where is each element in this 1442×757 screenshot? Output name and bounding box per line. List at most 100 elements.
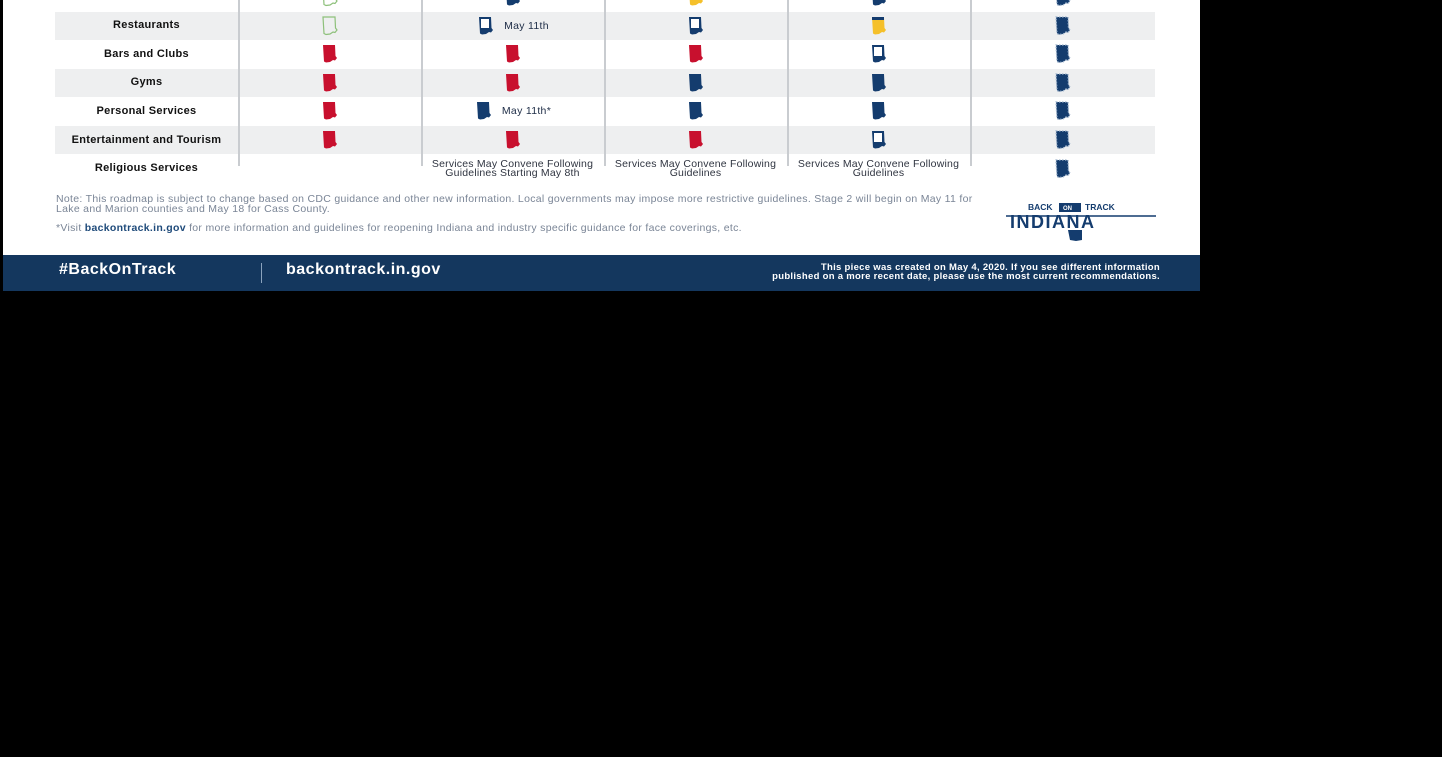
status-cell: [787, 97, 970, 125]
status-cell: [970, 126, 1155, 154]
date-note: May 11th*: [501, 105, 552, 118]
status-cell: Services May Convene Following Guideline…: [787, 155, 970, 183]
column-divider: [604, 0, 606, 166]
indiana-state-icon: [479, 16, 494, 35]
table-row: Religious Services Services May Convene F…: [55, 155, 1155, 183]
indiana-state-icon: [321, 15, 338, 35]
status-cell: [787, 12, 970, 40]
row-label: Personal Services: [96, 104, 197, 117]
indiana-state-icon: [505, 45, 520, 63]
visit-link[interactable]: backontrack.in.gov: [84, 222, 186, 234]
table-row: Personal Services May 11th*: [55, 97, 1155, 125]
footer-bar: #BackOnTrack backontrack.in.gov This pie…: [3, 255, 1200, 291]
status-cell: [970, 0, 1155, 11]
status-cell: [970, 155, 1155, 183]
status-cell: [787, 40, 970, 68]
column-divider: [970, 0, 972, 166]
status-cell: May 11th: [421, 12, 604, 40]
status-cell: [238, 155, 421, 183]
visit-note: *Visit backontrack.in.gov for more infor…: [56, 222, 976, 234]
indiana-state-icon: [1054, 73, 1071, 92]
status-cell: [604, 40, 787, 68]
indiana-state-icon: [688, 73, 703, 92]
indiana-state-icon: [1054, 101, 1071, 121]
footer-hashtag: #BackOnTrack: [59, 261, 177, 278]
logo-track: TRACK: [1085, 202, 1116, 212]
status-cell: [604, 69, 787, 97]
status-cell: [238, 97, 421, 125]
column-divider: [421, 0, 423, 166]
row-label-cell: Restaurants: [55, 12, 238, 40]
footer-site-link[interactable]: backontrack.in.gov: [286, 261, 441, 278]
roadmap-note: Note: This roadmap is subject to change …: [56, 193, 973, 215]
notes-section: Note: This roadmap is subject to change …: [56, 194, 976, 242]
indiana-state-icon: [1054, 15, 1071, 35]
status-cell: Services May Convene Following Guideline…: [421, 155, 604, 183]
status-cell: [604, 0, 787, 11]
row-label: Restaurants: [113, 19, 180, 32]
logo-on: ON: [1063, 206, 1072, 212]
status-cell: [604, 126, 787, 154]
status-cell: [970, 12, 1155, 40]
status-cell: [787, 69, 970, 97]
indiana-state-icon: [505, 131, 520, 149]
status-cell: [238, 40, 421, 68]
indiana-state-icon: [688, 102, 703, 120]
logo-back: BACK: [1028, 202, 1053, 212]
indiana-state-icon: [322, 0, 338, 7]
indiana-state-icon: [688, 16, 703, 35]
visit-suffix: for more information and guidelines for …: [185, 222, 742, 234]
indiana-state-icon: [506, 0, 520, 6]
status-cell: [421, 126, 604, 154]
visit-prefix: *Visit: [56, 222, 85, 234]
row-label: Retail: [131, 0, 163, 2]
indiana-state-icon: [322, 102, 337, 120]
roadmap-graphic: Retail Restaurants May 11th Bars and Clubs G…: [3, 0, 1200, 291]
indiana-state-icon: [476, 102, 491, 120]
row-label-cell: Retail: [55, 0, 238, 11]
column-divider: [787, 0, 789, 166]
status-cell: May 11th*: [421, 97, 604, 125]
status-cell: [238, 69, 421, 97]
status-cell: [238, 126, 421, 154]
indiana-state-icon: [688, 45, 703, 63]
indiana-state-icon: [872, 0, 886, 6]
status-cell: [970, 40, 1155, 68]
indiana-state-icon: [1055, 0, 1071, 7]
status-cell: [604, 97, 787, 125]
indiana-state-icon: [1068, 230, 1082, 241]
service-text: Services May Convene Following Guideline…: [431, 157, 594, 179]
indiana-state-icon: [871, 45, 886, 63]
back-on-track-indiana-logo: BACK ON TRACK INDIANA: [1006, 200, 1156, 242]
row-label-cell: Entertainment and Tourism: [55, 126, 238, 154]
status-cell: [604, 12, 787, 40]
row-label: Bars and Clubs: [104, 47, 189, 60]
row-label-cell: Religious Services: [55, 155, 238, 183]
indiana-state-icon: [871, 102, 886, 120]
status-cell: [787, 126, 970, 154]
row-label: Gyms: [130, 76, 163, 89]
status-cell: [421, 0, 604, 11]
logo-indiana: INDIANA: [1010, 212, 1096, 232]
indiana-state-icon: [1054, 158, 1071, 178]
indiana-state-icon: [871, 131, 886, 149]
footer-note-line1: This piece was created on May 4, 2020. I…: [820, 262, 1160, 273]
table-row: Bars and Clubs: [55, 40, 1155, 68]
column-divider: [238, 0, 240, 166]
indiana-state-icon: [505, 73, 520, 92]
row-label: Entertainment and Tourism: [71, 133, 222, 146]
status-cell: [238, 12, 421, 40]
indiana-state-icon: [871, 16, 886, 35]
footer-note-line2: published on a more recent date, please …: [772, 271, 1160, 282]
status-cell: [787, 0, 970, 11]
service-text: Services May Convene Following Guideline…: [614, 157, 777, 179]
row-label-cell: Gyms: [55, 69, 238, 97]
status-cell: [970, 69, 1155, 97]
status-cell: [970, 97, 1155, 125]
row-label-cell: Personal Services: [55, 97, 238, 125]
indiana-state-icon: [322, 73, 337, 92]
date-note: May 11th: [504, 19, 549, 32]
footer-date-note: This piece was created on May 4, 2020. I…: [772, 262, 1160, 282]
status-cell: [421, 69, 604, 97]
indiana-state-icon: [1054, 130, 1071, 150]
